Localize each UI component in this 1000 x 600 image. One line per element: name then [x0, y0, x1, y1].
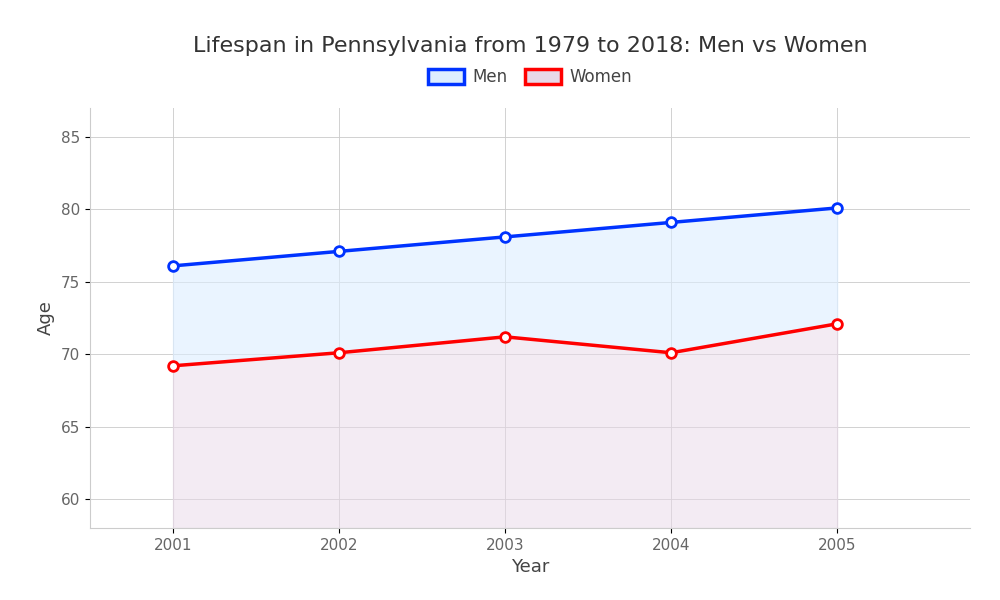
Legend: Men, Women: Men, Women: [421, 62, 639, 93]
Title: Lifespan in Pennsylvania from 1979 to 2018: Men vs Women: Lifespan in Pennsylvania from 1979 to 20…: [193, 37, 867, 56]
X-axis label: Year: Year: [511, 558, 549, 576]
Y-axis label: Age: Age: [37, 301, 55, 335]
